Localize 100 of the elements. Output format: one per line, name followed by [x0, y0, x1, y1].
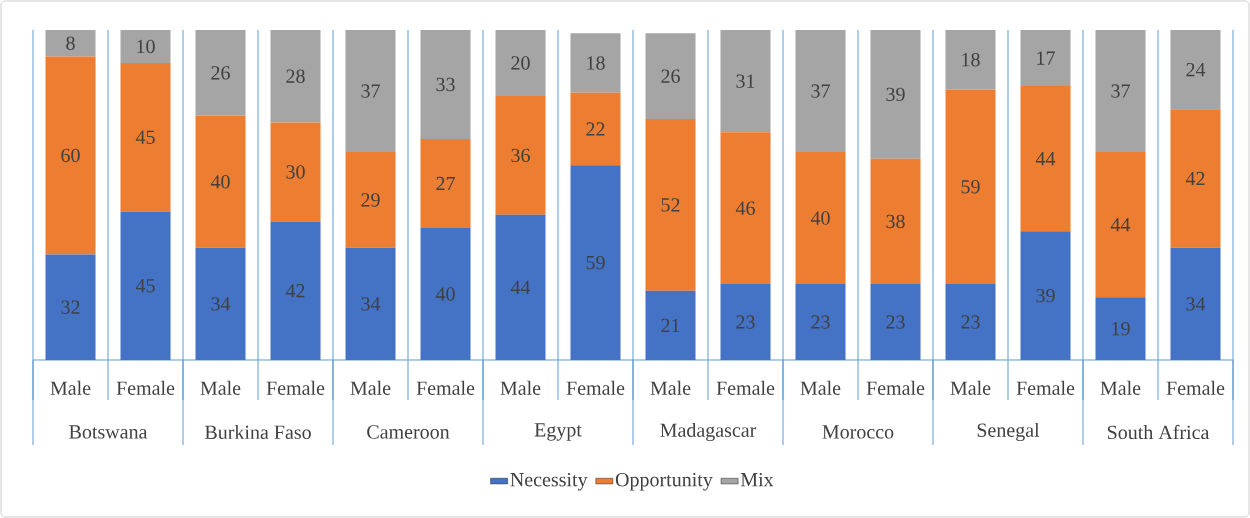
bar — [1020, 29, 1071, 87]
bar — [870, 158, 921, 285]
x-tick-label: Female — [716, 380, 775, 395]
data-label: 18 — [962, 52, 980, 67]
data-label: 18 — [587, 56, 605, 70]
bar — [945, 89, 996, 285]
data-label: 45 — [135, 130, 155, 144]
bar — [1020, 86, 1071, 232]
bar — [945, 284, 996, 360]
data-label: 59 — [586, 255, 605, 270]
data-label: 40 — [435, 287, 455, 301]
bar — [1020, 231, 1071, 360]
bar — [345, 247, 396, 360]
bar — [270, 29, 321, 123]
bar — [120, 62, 171, 212]
x-tick-label: Female — [1016, 380, 1075, 395]
text: South Africa — [1107, 424, 1210, 440]
data-label: 19 — [1112, 321, 1130, 336]
data-label: 38 — [886, 214, 905, 229]
bar — [420, 227, 471, 360]
data-label: 28 — [286, 69, 305, 83]
bar — [195, 247, 246, 360]
bar — [420, 138, 471, 228]
data-label: 45 — [135, 279, 155, 293]
data-label: 39 — [886, 87, 905, 102]
data-label: 36 — [511, 148, 530, 163]
bar — [720, 132, 771, 285]
data-label: 22 — [586, 122, 605, 136]
bar — [645, 290, 696, 360]
text: Botswana — [69, 425, 148, 439]
bar — [1095, 29, 1146, 153]
x-tick-label: Male — [50, 380, 91, 395]
x-tick-label: Female — [866, 380, 925, 395]
bar — [45, 29, 96, 57]
bar — [1170, 29, 1221, 110]
bar — [420, 29, 471, 139]
legend-label: Necessity — [510, 472, 588, 491]
text: Morocco — [822, 425, 894, 439]
data-label: 23 — [886, 315, 905, 329]
data-label: 42 — [1185, 171, 1205, 186]
data-label: 29 — [361, 193, 380, 207]
data-label: 44 — [1035, 152, 1056, 166]
bar — [45, 56, 96, 255]
bar — [570, 92, 621, 166]
x-tick-label: Male — [950, 380, 991, 395]
bar — [720, 29, 771, 133]
data-label: 23 — [961, 315, 980, 329]
bar — [495, 29, 546, 96]
data-label: 30 — [286, 165, 305, 179]
bar — [120, 211, 171, 360]
data-label: 26 — [211, 66, 230, 80]
data-label: 8 — [66, 36, 75, 50]
bar — [495, 214, 546, 360]
data-label: 32 — [61, 300, 80, 314]
data-label: 26 — [661, 69, 680, 83]
bar — [645, 119, 696, 291]
bar — [570, 33, 621, 93]
x-tick-label: Female — [116, 380, 175, 395]
text: Senegal — [977, 422, 1040, 442]
data-label: 59 — [961, 180, 980, 194]
bar — [45, 254, 96, 360]
bar — [270, 122, 321, 222]
text: Cameroon — [367, 425, 450, 439]
data-label: 39 — [1036, 288, 1055, 303]
bar — [1095, 152, 1146, 298]
bar — [795, 29, 846, 153]
data-label: 20 — [511, 56, 530, 70]
data-label: 34 — [211, 297, 231, 311]
text: Egypt — [534, 423, 582, 441]
data-label: 24 — [1186, 62, 1206, 77]
bar — [345, 152, 396, 248]
data-label: 10 — [137, 39, 155, 54]
data-label: 27 — [436, 176, 455, 191]
text: Burkina Faso — [204, 424, 311, 440]
data-label: 42 — [285, 284, 305, 298]
data-label: 46 — [735, 201, 755, 215]
bar — [720, 284, 771, 360]
bar — [870, 284, 921, 360]
data-label: 37 — [1111, 84, 1130, 98]
legend-label: Mix — [740, 472, 774, 487]
legend-label: Opportunity — [615, 472, 713, 491]
data-label: 40 — [210, 175, 230, 189]
x-tick-label: Male — [350, 380, 391, 395]
x-tick-label: Female — [1166, 380, 1225, 395]
bar — [645, 33, 696, 120]
data-label: 40 — [810, 211, 830, 225]
bar — [795, 284, 846, 360]
data-label: 60 — [61, 148, 80, 163]
bar — [795, 152, 846, 285]
bar — [195, 29, 246, 116]
x-tick-label: Male — [500, 380, 541, 395]
data-label: 17 — [1037, 51, 1055, 65]
data-label: 21 — [661, 318, 680, 332]
bar — [1095, 297, 1146, 360]
bar — [195, 115, 246, 248]
bar — [270, 221, 321, 360]
data-label: 44 — [510, 280, 531, 294]
bar — [870, 29, 921, 159]
data-label: 52 — [661, 198, 680, 212]
x-tick-label: Male — [200, 380, 241, 395]
